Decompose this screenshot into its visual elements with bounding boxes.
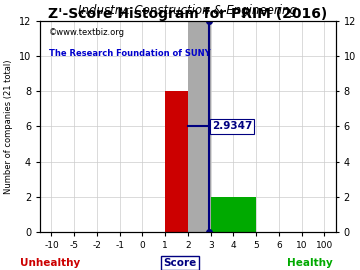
Text: Industry: Construction & Engineering: Industry: Construction & Engineering xyxy=(78,4,297,17)
Bar xyxy=(211,197,256,232)
Text: Score: Score xyxy=(163,258,197,268)
Text: ©www.textbiz.org: ©www.textbiz.org xyxy=(49,28,125,37)
Text: 2.9347: 2.9347 xyxy=(212,122,252,131)
Text: The Research Foundation of SUNY: The Research Foundation of SUNY xyxy=(49,49,211,58)
Y-axis label: Number of companies (21 total): Number of companies (21 total) xyxy=(4,59,13,194)
Text: Unhealthy: Unhealthy xyxy=(20,258,81,268)
Text: Healthy: Healthy xyxy=(287,258,333,268)
Bar xyxy=(188,21,211,232)
Title: Z'-Score Histogram for PRIM (2016): Z'-Score Histogram for PRIM (2016) xyxy=(48,7,328,21)
Bar xyxy=(165,92,188,232)
